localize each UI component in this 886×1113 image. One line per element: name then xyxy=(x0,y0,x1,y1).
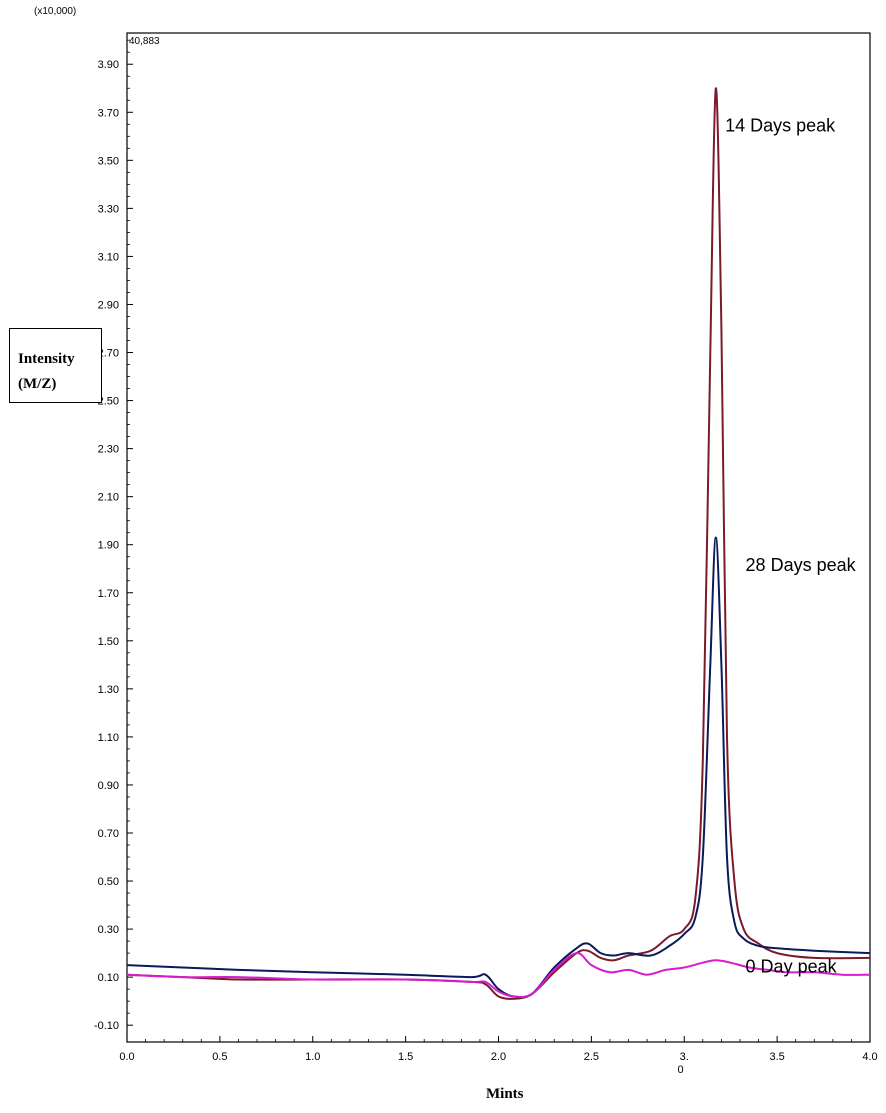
x-tick-label: 3.5 xyxy=(769,1051,784,1063)
y-tick-label: 1.30 xyxy=(98,684,119,696)
y-tick-label: 3.50 xyxy=(98,155,119,167)
y-tick-label: 0.30 xyxy=(98,924,119,936)
y-tick-label: 2.50 xyxy=(98,396,119,408)
y-tick-label: 2.90 xyxy=(98,299,119,311)
annotations: 14 Days peak 28 Days peak 0 Day peak xyxy=(725,115,856,976)
y-tick-label: -0.10 xyxy=(94,1020,119,1032)
x-tick-label: 1.0 xyxy=(305,1051,320,1063)
x-tick-label: 0.5 xyxy=(212,1051,227,1063)
x-tick-label: 2.0 xyxy=(491,1051,506,1063)
y-tick-label: 3.10 xyxy=(98,251,119,263)
y-tick-label: 1.50 xyxy=(98,636,119,648)
y-tick-label: 2.30 xyxy=(98,444,119,456)
series-line-2 xyxy=(126,536,871,999)
y-tick-label: 2.10 xyxy=(98,492,119,504)
y-tick-label: 2.70 xyxy=(98,348,119,360)
y-axis-label-line2: (M/Z) xyxy=(18,376,57,392)
y-tick-label: 0.90 xyxy=(98,780,119,792)
y-tick-label: 1.10 xyxy=(98,732,119,744)
peak-annotation-1: 14 Days peak xyxy=(725,115,836,135)
plot-frame xyxy=(126,32,871,1043)
scale-note: (x10,000) xyxy=(34,6,76,17)
x-tick-label: 0.0 xyxy=(119,1051,134,1063)
y-tick-label: 0.50 xyxy=(98,876,119,888)
series-line-1 xyxy=(126,87,871,1000)
y-axis-label-box: Intensity (M/Z) xyxy=(9,328,102,403)
x-tick-label: 1.5 xyxy=(398,1051,413,1063)
y-tick-label: 0.70 xyxy=(98,828,119,840)
axes: -0.100.100.300.500.700.901.101.301.501.7… xyxy=(94,32,878,1076)
x-tick-sublabel: 0 xyxy=(677,1064,683,1076)
series-line-3 xyxy=(126,952,871,998)
y-tick-label: 1.90 xyxy=(98,540,119,552)
peak-annotation-3: 0 Day peak xyxy=(746,956,838,976)
peak-annotation-2: 28 Days peak xyxy=(746,555,857,575)
y-tick-label: 3.90 xyxy=(98,59,119,71)
x-tick-label: 3. xyxy=(680,1051,689,1063)
y-tick-label: 3.70 xyxy=(98,107,119,119)
x-tick-label: 4.0 xyxy=(862,1051,877,1063)
y-tick-label: 3.30 xyxy=(98,203,119,215)
max-intensity-label: 40,883 xyxy=(129,36,160,47)
y-tick-label: 0.10 xyxy=(98,972,119,984)
series-lines xyxy=(126,87,871,1000)
y-tick-label: 1.70 xyxy=(98,588,119,600)
y-axis-label-line1: Intensity xyxy=(18,351,75,367)
x-tick-label: 2.5 xyxy=(584,1051,599,1063)
x-axis-label: Mints xyxy=(486,1086,524,1102)
